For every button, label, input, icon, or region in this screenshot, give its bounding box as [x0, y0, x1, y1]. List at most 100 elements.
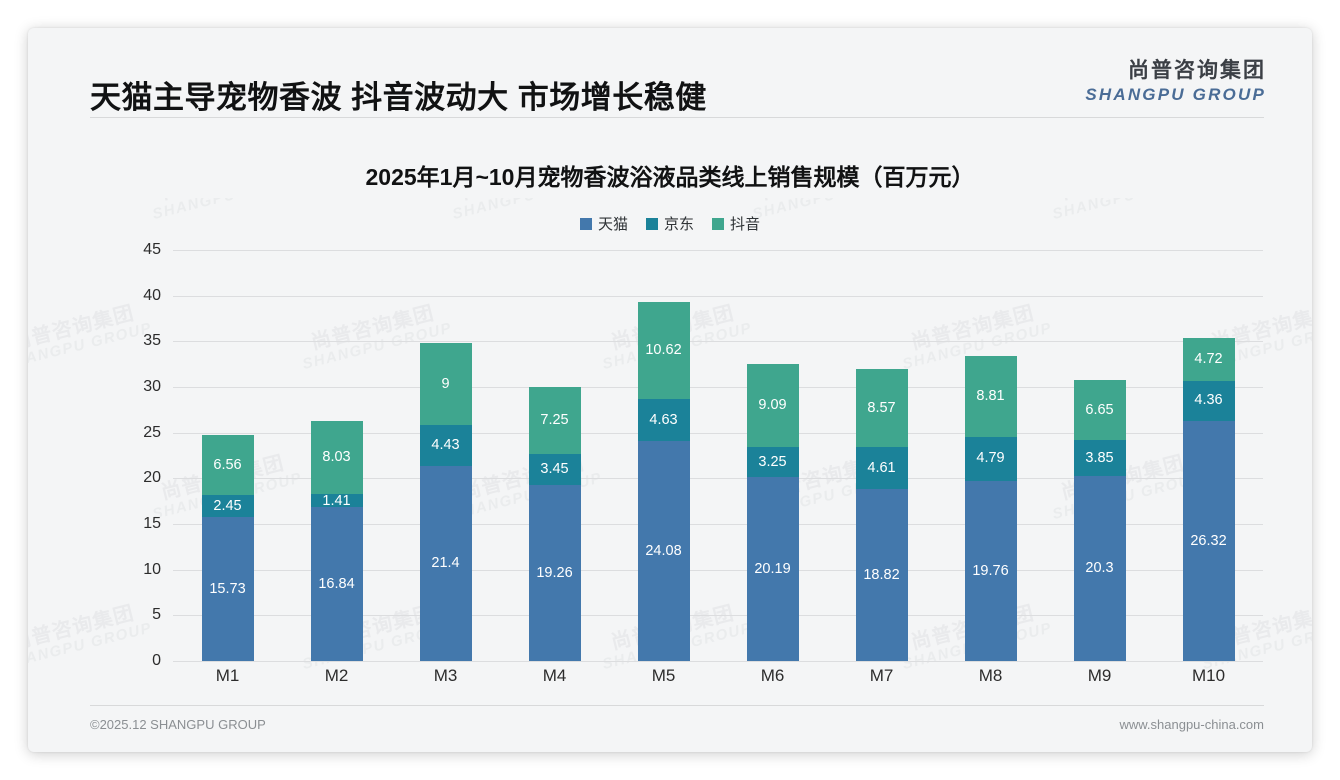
bar-column-M4[interactable]: 7.25 3.45 19.26: [500, 250, 609, 661]
bar-value-label: 10.62: [645, 342, 682, 359]
bar-segment-京东[interactable]: 4.61: [855, 447, 908, 490]
bar-segment-京东[interactable]: 1.41: [310, 494, 363, 508]
bar-value-label: 2.45: [213, 497, 242, 514]
footer-website: www.shangpu-china.com: [1119, 717, 1264, 732]
bar-value-label: 20.3: [1085, 560, 1114, 577]
bar-value-label: 15.73: [209, 580, 246, 597]
bar-value-label: 7.25: [540, 412, 569, 429]
bar-segment-天猫[interactable]: 21.4: [419, 465, 472, 661]
bar-segment-天猫[interactable]: 20.3: [1073, 475, 1126, 661]
bar-value-label: 8.03: [322, 449, 351, 466]
footer-copyright: ©2025.12 SHANGPU GROUP: [90, 717, 266, 732]
bar-column-M6[interactable]: 9.09 3.25 20.19: [718, 250, 827, 661]
bar-segment-抖音[interactable]: 4.72: [1182, 337, 1235, 381]
bar-segment-京东[interactable]: 3.25: [746, 446, 799, 477]
bar-segment-抖音[interactable]: 7.25: [528, 387, 581, 454]
bar-stack: 6.56 2.45 15.73: [201, 435, 254, 661]
bar-value-label: 4.43: [431, 437, 460, 454]
brand-logo-cn: 尚普咨询集团: [1128, 59, 1266, 82]
y-axis-tick-label: 20: [143, 469, 161, 487]
y-axis-tick-label: 30: [143, 378, 161, 395]
bar-column-M9[interactable]: 6.65 3.85 20.3: [1045, 250, 1154, 661]
bar-value-label: 1.41: [322, 494, 351, 508]
bar-segment-京东[interactable]: 3.85: [1073, 440, 1126, 476]
legend-swatch-icon: [645, 217, 658, 230]
slide-header: 天猫主导宠物香波 抖音波动大 市场增长稳健 尚普咨询集团 SHANGPU GRO…: [28, 28, 1312, 118]
bar-value-label: 19.76: [972, 562, 1009, 579]
bar-segment-抖音[interactable]: 10.62: [637, 301, 690, 399]
bar-stack: 8.57 4.61 18.82: [855, 368, 908, 661]
x-axis-label-M9: M9: [1087, 666, 1112, 685]
bar-segment-京东[interactable]: 2.45: [201, 494, 254, 518]
bar-value-label: 8.57: [867, 399, 896, 416]
bar-stack: 10.62 4.63 24.08: [637, 301, 690, 661]
bar-segment-京东[interactable]: 4.43: [419, 425, 472, 466]
bar-segment-抖音[interactable]: 8.81: [964, 356, 1017, 437]
bar-segment-京东[interactable]: 3.45: [528, 453, 581, 486]
gridline: 25: [143, 424, 1263, 441]
bar-column-M10[interactable]: 4.72 4.36 26.32: [1154, 250, 1263, 661]
bar-segment-天猫[interactable]: 18.82: [855, 489, 908, 661]
bar-value-label: 24.08: [645, 542, 682, 559]
bar-value-label: 26.32: [1190, 532, 1227, 549]
chart-legend: 天猫 京东 抖音: [28, 213, 1312, 234]
bar-segment-天猫[interactable]: 19.76: [964, 480, 1017, 661]
brand-logo: 尚普咨询集团 SHANGPU GROUP: [1085, 60, 1266, 103]
bar-segment-抖音[interactable]: 8.57: [855, 368, 908, 448]
y-axis-tick-label: 0: [152, 652, 161, 669]
gridline: 5: [152, 606, 1263, 623]
bar-stack: 8.03 1.41 16.84: [310, 421, 363, 661]
bar-segment-天猫[interactable]: 24.08: [637, 441, 690, 661]
bar-value-label: 4.63: [649, 411, 678, 428]
bar-column-M7[interactable]: 8.57 4.61 18.82: [827, 250, 936, 661]
chart-plot-wrapper: 0 5 10 15 20 25 30 35 40 45 6.56 2.45 15.73 8.03 1.41…: [28, 238, 1312, 698]
bar-segment-抖音[interactable]: 9: [419, 342, 472, 426]
x-axis-label-M6: M6: [760, 666, 785, 685]
legend-swatch-icon: [579, 217, 592, 230]
bar-segment-京东[interactable]: 4.79: [964, 436, 1017, 481]
y-axis-tick-label: 25: [143, 423, 161, 441]
bar-stack: 8.81 4.79 19.76: [964, 356, 1017, 661]
legend-label: 抖音: [730, 216, 761, 233]
bar-segment-抖音[interactable]: 6.56: [201, 435, 254, 495]
y-axis-tick-label: 15: [143, 515, 161, 532]
gridline: 15: [143, 515, 1263, 532]
legend-swatch-icon: [712, 217, 724, 230]
gridline: 40: [143, 287, 1263, 304]
bar-segment-抖音[interactable]: 8.03: [310, 421, 363, 495]
legend-item-天猫[interactable]: 天猫: [579, 213, 628, 234]
gridline: 45: [143, 241, 1263, 258]
x-axis-label-M5: M5: [651, 666, 676, 685]
bar-column-M3[interactable]: 9 4.43 21.4: [391, 250, 500, 661]
gridline: 0: [152, 652, 1263, 669]
legend-item-京东[interactable]: 京东: [645, 213, 694, 234]
bar-value-label: 16.84: [318, 575, 355, 592]
bar-segment-天猫[interactable]: 15.73: [201, 517, 254, 661]
bar-stack: 9.09 3.25 20.19: [746, 363, 799, 661]
bar-segment-抖音[interactable]: 6.65: [1073, 379, 1126, 441]
bar-column-M8[interactable]: 8.81 4.79 19.76: [936, 250, 1045, 661]
bar-segment-天猫[interactable]: 26.32: [1182, 420, 1235, 661]
legend-label: 京东: [663, 216, 694, 233]
bar-value-label: 20.19: [754, 560, 791, 577]
bar-segment-天猫[interactable]: 19.26: [528, 485, 581, 661]
y-axis-tick-label: 35: [143, 332, 161, 350]
bar-segment-天猫[interactable]: 20.19: [746, 476, 799, 661]
bar-segment-京东[interactable]: 4.36: [1182, 380, 1235, 421]
header-divider: [90, 117, 1264, 118]
bar-segment-抖音[interactable]: 9.09: [746, 363, 799, 447]
bar-value-label: 3.45: [540, 461, 569, 478]
bar-column-M1[interactable]: 6.56 2.45 15.73: [173, 250, 282, 661]
y-axis-tick-label: 40: [143, 286, 161, 304]
chart-plot-area: 0 5 10 15 20 25 30 35 40 45 6.56 2.45 15.73 8.03 1.41…: [143, 241, 1263, 669]
bar-column-M5[interactable]: 10.62 4.63 24.08: [609, 250, 718, 661]
bar-segment-京东[interactable]: 4.63: [637, 398, 690, 442]
bar-value-label: 6.65: [1085, 401, 1114, 418]
bar-value-label: 4.61: [867, 459, 896, 476]
footer-divider: [90, 705, 1264, 706]
bar-column-M2[interactable]: 8.03 1.41 16.84: [282, 250, 391, 661]
legend-item-抖音[interactable]: 抖音: [712, 213, 760, 234]
bar-segment-天猫[interactable]: 16.84: [310, 507, 363, 661]
bar-value-label: 18.82: [863, 566, 900, 583]
